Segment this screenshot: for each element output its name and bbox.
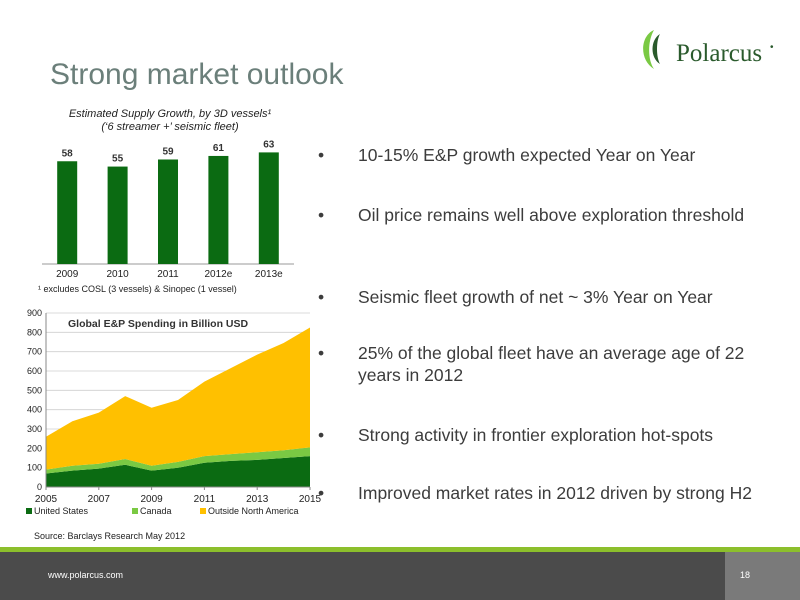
bullet-text: Seismic fleet growth of net ~ 3% Year on… — [358, 287, 713, 307]
supply-x-tick: 2013e — [255, 269, 283, 280]
spending-area-series — [46, 327, 310, 470]
supply-chart-title: Estimated Supply Growth, by 3D vessels¹ — [68, 108, 272, 120]
spending-x-tick: 2013 — [246, 494, 269, 505]
logo-mark: • — [770, 42, 774, 53]
spending-x-tick: 2005 — [35, 494, 58, 505]
spending-y-tick: 0 — [37, 482, 42, 492]
footer-bar — [0, 552, 800, 600]
bullet-marker: • — [318, 145, 325, 165]
supply-bar-label: 55 — [112, 154, 124, 165]
bullet-text: Oil price remains well above exploration… — [358, 205, 745, 225]
spending-y-tick: 900 — [27, 308, 42, 318]
spending-y-tick: 500 — [27, 385, 42, 395]
bullet-marker: • — [318, 287, 325, 307]
bullet-marker: • — [318, 205, 325, 225]
spending-x-tick: 2011 — [194, 494, 216, 505]
ep-spending-chart: 0 100 200 300 400 500 600 700 800 900 2005 2007 2009… — [26, 308, 322, 516]
spending-legend-label: United States — [34, 506, 89, 516]
spending-y-tick: 400 — [27, 405, 42, 415]
spending-legend-label: Canada — [140, 506, 172, 516]
source-note: Source: Barclays Research May 2012 — [34, 531, 186, 541]
bullet-text: Strong activity in frontier exploration … — [358, 425, 714, 445]
spending-y-tick: 100 — [27, 463, 42, 473]
supply-growth-chart: 58 2009 55 2010 59 2011 61 2012e 63 2013e — [42, 140, 294, 280]
spending-y-tick: 700 — [27, 347, 42, 357]
slide-title: Strong market outlook — [50, 58, 344, 91]
footer-accent-bar — [0, 547, 800, 552]
spending-legend-swatch — [200, 508, 206, 514]
bullet-text: 25% of the global fleet have an average … — [358, 343, 745, 385]
spending-area-series — [46, 447, 310, 474]
bullet-marker: • — [318, 343, 325, 363]
spending-chart-title: Global E&P Spending in Billion USD — [68, 318, 248, 330]
supply-x-tick: 2011 — [157, 269, 179, 280]
supply-x-tick: 2012e — [204, 269, 232, 280]
spending-y-tick: 800 — [27, 327, 42, 337]
polarcus-logo: • — [643, 30, 774, 69]
supply-bar — [57, 161, 78, 264]
bullet-marker: • — [318, 483, 325, 503]
spending-x-tick: 2009 — [140, 494, 163, 505]
bullet-text: Improved market rates in 2012 driven by … — [358, 483, 752, 503]
supply-bar — [258, 152, 279, 264]
footer-url[interactable]: www.polarcus.com — [48, 570, 124, 580]
supply-bar-label: 63 — [263, 140, 275, 150]
supply-chart-title-block: Estimated Supply Growth, by 3D vessels¹ … — [45, 108, 295, 134]
supply-x-tick: 2009 — [56, 269, 79, 280]
spending-area-series — [46, 456, 310, 487]
supply-bar — [208, 155, 229, 264]
page-number: 18 — [740, 570, 751, 580]
spending-legend-swatch — [132, 508, 138, 514]
logo-arc-inner-icon — [652, 34, 660, 64]
supply-bar — [158, 159, 178, 264]
bullet-text: 10-15% E&P growth expected Year on Year — [358, 145, 696, 165]
spending-x-tick: 2007 — [88, 494, 111, 505]
bullet-marker: • — [318, 425, 325, 445]
supply-chart-subtitle: (‘6 streamer +’ seismic fleet) — [101, 121, 239, 133]
supply-bar — [107, 166, 128, 264]
brand-name: Polarcus — [676, 40, 763, 67]
page-number-box — [725, 552, 800, 600]
spending-x-tick: 2015 — [299, 494, 322, 505]
spending-y-tick: 200 — [27, 443, 42, 453]
supply-bar-label: 61 — [213, 143, 225, 154]
spending-y-tick: 300 — [27, 424, 42, 434]
spending-legend-label: Outside North America — [208, 506, 299, 516]
supply-bar-label: 58 — [62, 148, 74, 159]
spending-legend-swatch — [26, 508, 32, 514]
supply-x-tick: 2010 — [106, 269, 129, 280]
logo-arc-icon — [643, 30, 654, 69]
spending-y-tick: 600 — [27, 366, 42, 376]
supply-bar-label: 59 — [162, 146, 174, 157]
supply-chart-footnote: ¹ excludes COSL (3 vessels) & Sinopec (1… — [38, 284, 237, 294]
